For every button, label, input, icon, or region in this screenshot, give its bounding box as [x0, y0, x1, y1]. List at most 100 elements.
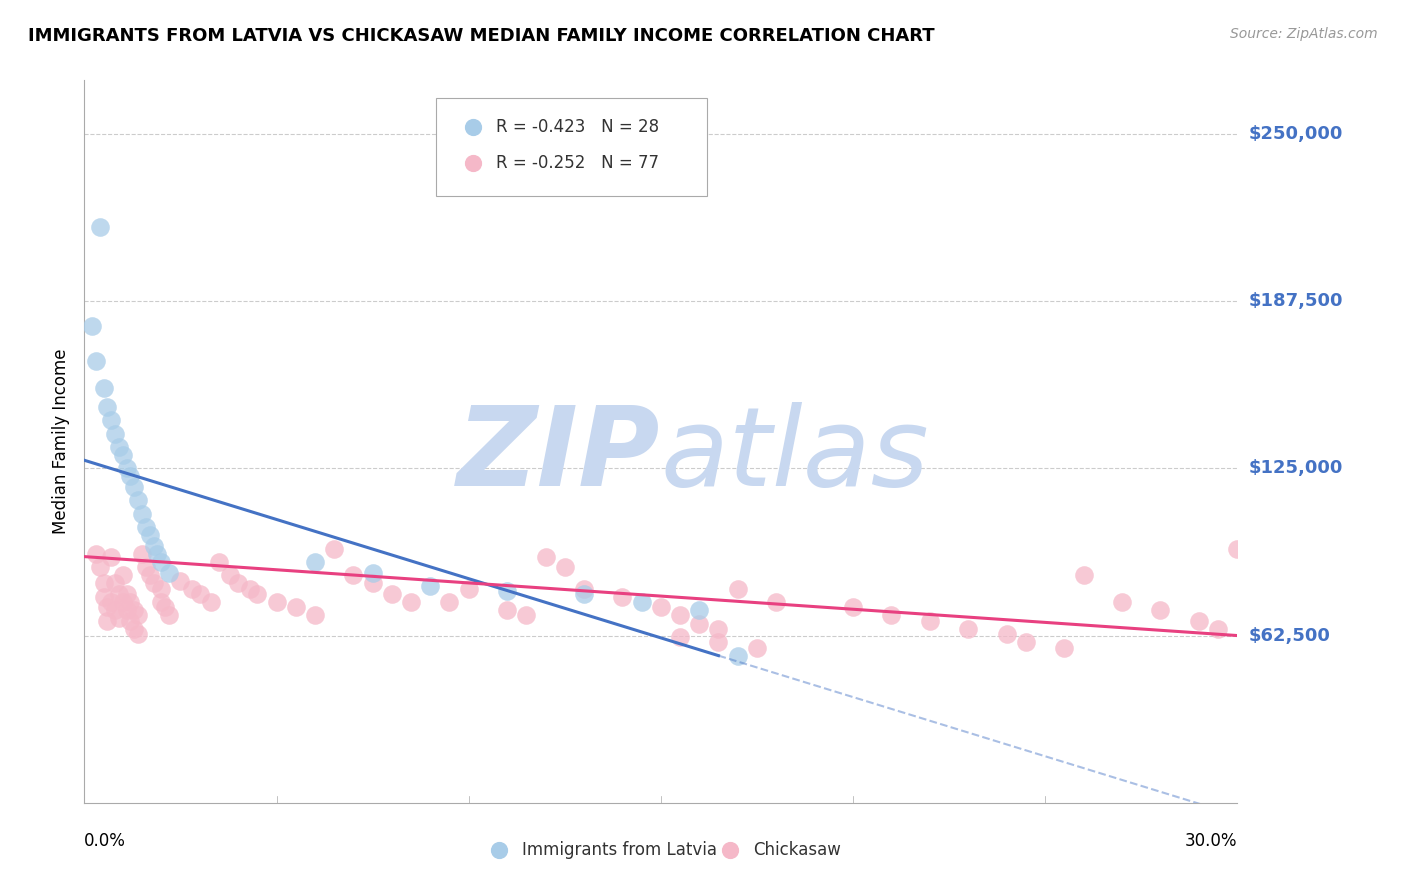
- Point: [100, 549, 122, 564]
- Text: atlas: atlas: [661, 402, 929, 509]
- Point: [120, 469, 142, 483]
- Text: 30.0%: 30.0%: [1185, 831, 1237, 850]
- Point: [104, 603, 127, 617]
- Point: [918, 614, 941, 628]
- Point: [1015, 635, 1038, 649]
- Point: [120, 614, 142, 628]
- Point: [765, 595, 787, 609]
- Point: [93, 590, 115, 604]
- Point: [146, 547, 169, 561]
- Point: [93, 576, 115, 591]
- Point: [707, 635, 730, 649]
- Point: [399, 595, 422, 609]
- Point: [612, 590, 634, 604]
- FancyBboxPatch shape: [436, 98, 707, 196]
- Point: [111, 568, 134, 582]
- Point: [96, 400, 118, 414]
- Point: [124, 622, 146, 636]
- Point: [169, 574, 191, 588]
- Y-axis label: Median Family Income: Median Family Income: [52, 349, 70, 534]
- Point: [138, 568, 160, 582]
- Point: [342, 568, 364, 582]
- Point: [284, 600, 307, 615]
- Text: Chickasaw: Chickasaw: [754, 841, 841, 859]
- Point: [84, 547, 107, 561]
- Point: [100, 595, 122, 609]
- Point: [1226, 541, 1249, 556]
- Point: [200, 595, 222, 609]
- Point: [115, 461, 138, 475]
- Text: R = -0.423   N = 28: R = -0.423 N = 28: [496, 119, 659, 136]
- Point: [688, 603, 710, 617]
- Point: [124, 603, 146, 617]
- Point: [142, 539, 165, 553]
- Point: [515, 608, 537, 623]
- Point: [554, 560, 576, 574]
- Point: [239, 582, 262, 596]
- Point: [572, 587, 595, 601]
- Point: [131, 507, 153, 521]
- Point: [108, 587, 131, 601]
- Point: [127, 608, 149, 623]
- Point: [138, 528, 160, 542]
- Point: [157, 608, 180, 623]
- Point: [96, 600, 118, 615]
- Point: [496, 603, 519, 617]
- Point: [96, 614, 118, 628]
- Point: [135, 520, 157, 534]
- Point: [534, 549, 557, 564]
- Point: [688, 616, 710, 631]
- Text: IMMIGRANTS FROM LATVIA VS CHICKASAW MEDIAN FAMILY INCOME CORRELATION CHART: IMMIGRANTS FROM LATVIA VS CHICKASAW MEDI…: [28, 27, 935, 45]
- Point: [304, 555, 326, 569]
- Point: [457, 582, 479, 596]
- Point: [957, 622, 980, 636]
- Text: $125,000: $125,000: [1249, 459, 1343, 477]
- Point: [89, 560, 111, 574]
- Point: [108, 611, 131, 625]
- Point: [127, 493, 149, 508]
- Text: ZIP: ZIP: [457, 402, 661, 509]
- Point: [142, 576, 165, 591]
- Text: 0.0%: 0.0%: [84, 831, 127, 850]
- Point: [572, 582, 595, 596]
- Point: [150, 555, 173, 569]
- Point: [150, 595, 173, 609]
- Point: [1368, 796, 1391, 810]
- Point: [150, 582, 173, 596]
- Point: [323, 541, 346, 556]
- Point: [111, 448, 134, 462]
- Point: [842, 600, 865, 615]
- Point: [707, 622, 730, 636]
- Point: [89, 220, 111, 235]
- Text: Source: ZipAtlas.com: Source: ZipAtlas.com: [1230, 27, 1378, 41]
- Point: [104, 576, 127, 591]
- Point: [439, 595, 461, 609]
- Point: [727, 648, 749, 663]
- Point: [995, 627, 1018, 641]
- Point: [219, 568, 242, 582]
- Text: Immigrants from Latvia: Immigrants from Latvia: [523, 841, 717, 859]
- Point: [246, 587, 269, 601]
- Point: [131, 547, 153, 561]
- Point: [304, 608, 326, 623]
- Point: [1368, 796, 1391, 810]
- Point: [669, 630, 692, 644]
- Point: [745, 640, 768, 655]
- Point: [630, 595, 652, 609]
- Text: R = -0.252   N = 77: R = -0.252 N = 77: [496, 154, 659, 172]
- Point: [115, 603, 138, 617]
- Point: [188, 587, 211, 601]
- Point: [361, 576, 384, 591]
- Point: [127, 627, 149, 641]
- Point: [153, 600, 176, 615]
- Point: [226, 576, 249, 591]
- Point: [650, 600, 672, 615]
- Point: [80, 319, 103, 334]
- Point: [104, 426, 127, 441]
- Point: [157, 566, 180, 580]
- Point: [1111, 595, 1133, 609]
- Point: [93, 381, 115, 395]
- Point: [1149, 603, 1171, 617]
- Point: [120, 595, 142, 609]
- Text: $250,000: $250,000: [1249, 125, 1343, 143]
